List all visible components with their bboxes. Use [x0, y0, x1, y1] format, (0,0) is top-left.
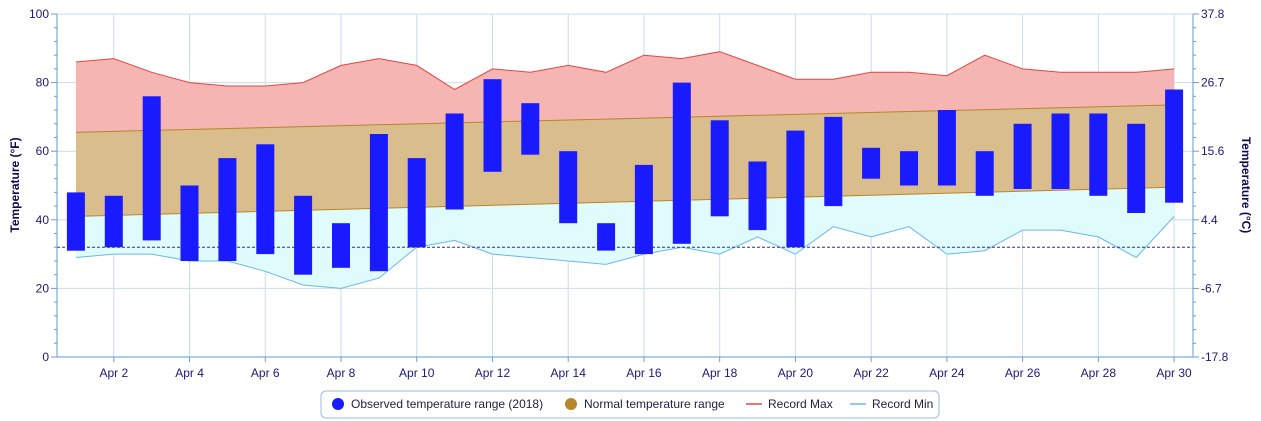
y-left-tick-label: 40 — [36, 213, 50, 227]
legend-label-normal: Normal temperature range — [584, 397, 725, 411]
observed-bar-apr-15[interactable] — [597, 223, 616, 251]
x-tick-label: Apr 14 — [551, 366, 587, 380]
observed-bar-apr-27[interactable] — [1051, 113, 1070, 190]
record-min-line — [75, 216, 1175, 289]
x-tick-label: Apr 12 — [475, 366, 511, 380]
x-tick-label: Apr 16 — [626, 366, 662, 380]
observed-bar-apr-14[interactable] — [559, 151, 578, 224]
observed-bar-apr-23[interactable] — [900, 151, 918, 186]
y-right-tick-label: -6.7 — [1201, 281, 1222, 295]
x-tick-label: Apr 6 — [251, 366, 280, 380]
y-right-tick-label: 15.6 — [1201, 144, 1225, 158]
x-tick-label: Apr 30 — [1156, 366, 1192, 380]
normal-high-line — [75, 104, 1175, 133]
legend-marker-observed — [332, 398, 344, 410]
observed-bar-apr-11[interactable] — [445, 113, 464, 210]
y-right-tick-label: 37.8 — [1201, 7, 1225, 21]
observed-bar-apr-4[interactable] — [180, 185, 199, 262]
observed-bar-apr-21[interactable] — [824, 116, 843, 207]
x-tick-label: Apr 28 — [1081, 366, 1117, 380]
observed-bar-apr-1[interactable] — [66, 192, 85, 251]
legend-label-record-min: Record Min — [872, 397, 933, 411]
y-left-tick-label: 60 — [36, 144, 50, 158]
y-left-tick-label: 80 — [36, 76, 50, 90]
legend-item-normal[interactable]: Normal temperature range — [565, 397, 725, 411]
observed-bar-apr-12[interactable] — [483, 79, 502, 172]
legend-label-observed: Observed temperature range (2018) — [351, 397, 543, 411]
legend-item-observed[interactable]: Observed temperature range (2018) — [332, 397, 543, 411]
record-max-area — [75, 51, 1175, 133]
x-tick-label: Apr 8 — [327, 366, 356, 380]
observed-bar-apr-30[interactable] — [1165, 89, 1184, 203]
x-tick-label: Apr 20 — [778, 366, 814, 380]
observed-bar-apr-26[interactable] — [1013, 123, 1032, 189]
observed-bar-apr-2[interactable] — [104, 195, 123, 248]
observed-bar-apr-18[interactable] — [710, 120, 729, 217]
x-tick-label: Apr 2 — [99, 366, 128, 380]
x-tick-label: Apr 24 — [929, 366, 965, 380]
observed-bar-apr-25[interactable] — [975, 151, 994, 196]
observed-bar-apr-3[interactable] — [142, 96, 161, 241]
y-axis-left-ticks: 0 20 40 60 80 100 — [29, 7, 49, 364]
x-tick-label: Apr 10 — [399, 366, 435, 380]
legend-item-record-min[interactable]: Record Min — [850, 397, 933, 411]
legend-label-record-max: Record Max — [768, 397, 833, 411]
y-left-tick-label: 0 — [42, 350, 49, 364]
observed-bar-apr-9[interactable] — [369, 134, 388, 272]
y-axis-left-title: Temperature (°F) — [8, 137, 22, 232]
y-right-tick-label: 26.7 — [1201, 76, 1225, 90]
legend-item-record-max[interactable]: Record Max — [746, 397, 833, 411]
legend: Observed temperature range (2018) Normal… — [320, 390, 940, 419]
observed-bar-apr-16[interactable] — [634, 164, 653, 255]
observed-bars — [66, 79, 1184, 275]
observed-bar-apr-10[interactable] — [407, 158, 426, 248]
y-axis-right-ticks: -17.8 -6.7 4.4 15.6 26.7 37.8 — [1201, 7, 1229, 364]
observed-bar-apr-5[interactable] — [218, 158, 237, 261]
y-right-tick-label: -17.8 — [1201, 350, 1229, 364]
record-min-area — [75, 187, 1175, 289]
observed-bar-apr-6[interactable] — [256, 144, 275, 255]
x-tick-label: Apr 26 — [1005, 366, 1041, 380]
y-right-tick-label: 4.4 — [1201, 213, 1218, 227]
observed-bar-apr-29[interactable] — [1127, 123, 1146, 213]
x-tick-label: Apr 22 — [853, 366, 889, 380]
legend-box — [320, 390, 940, 419]
y-axis-right-title: Temperature (°C) — [1239, 137, 1253, 234]
observed-bar-apr-28[interactable] — [1089, 113, 1108, 196]
y-left-tick-label: 20 — [36, 281, 50, 295]
x-tick-label: Apr 4 — [175, 366, 204, 380]
observed-bar-apr-24[interactable] — [937, 110, 956, 186]
x-axis-ticks: Apr 2 Apr 4 Apr 6 Apr 8 Apr 10 Apr 12 Apr 14 Ap… — [99, 366, 1192, 380]
observed-bar-apr-22[interactable] — [862, 147, 881, 179]
observed-bar-apr-7[interactable] — [294, 195, 313, 275]
normal-range-area — [75, 104, 1175, 217]
record-max-line — [75, 51, 1175, 91]
observed-bar-apr-13[interactable] — [521, 103, 540, 155]
axes — [51, 13, 1199, 362]
legend-marker-normal — [565, 398, 577, 410]
observed-bar-apr-8[interactable] — [332, 223, 350, 268]
observed-bar-apr-19[interactable] — [748, 161, 767, 231]
observed-bar-apr-17[interactable] — [672, 82, 691, 244]
observed-bar-apr-20[interactable] — [786, 130, 805, 248]
x-tick-label: Apr 18 — [702, 366, 738, 380]
y-left-tick-label: 100 — [29, 7, 49, 21]
